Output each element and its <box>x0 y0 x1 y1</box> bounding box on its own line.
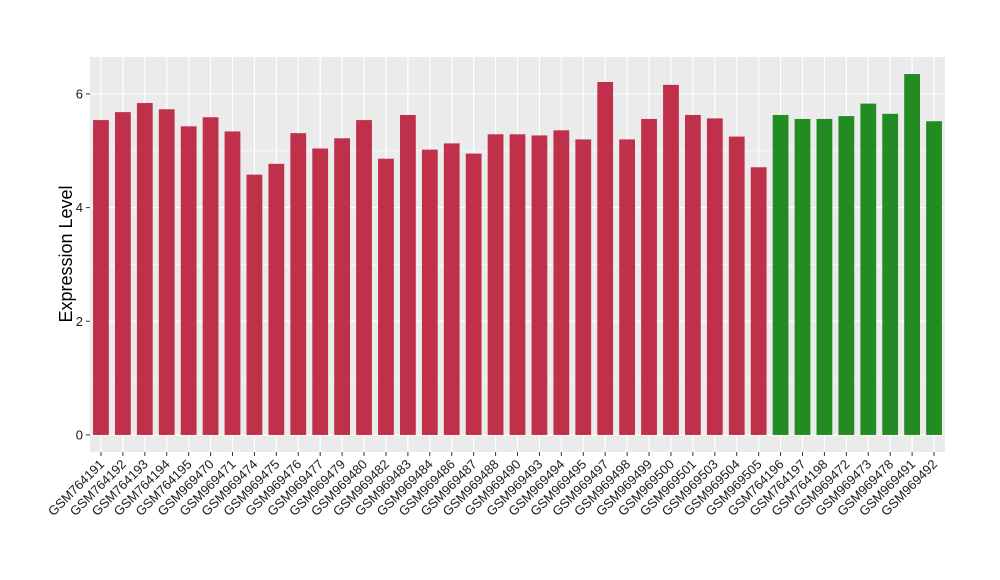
bar-GSM969472 <box>838 116 855 435</box>
bar-GSM969484 <box>421 149 438 435</box>
bar-GSM969480 <box>356 120 372 435</box>
bar-GSM969497 <box>597 82 614 435</box>
bar-GSM764194 <box>158 109 175 435</box>
bar-GSM969470 <box>202 117 219 435</box>
x-axis: GSM764191GSM764192GSM764193GSM764194GSM7… <box>45 452 940 519</box>
bar-GSM764196 <box>772 114 789 435</box>
bar-GSM969490 <box>509 134 526 435</box>
bar-GSM969476 <box>290 133 307 435</box>
bars <box>93 74 942 435</box>
bar-GSM764192 <box>114 112 131 435</box>
bar-GSM969503 <box>706 118 723 435</box>
bar-GSM764191 <box>93 120 109 435</box>
bar-GSM969492 <box>926 121 942 435</box>
bar-GSM969499 <box>641 118 657 435</box>
bar-GSM969474 <box>246 174 263 435</box>
bar-GSM969475 <box>268 163 285 435</box>
bar-GSM969491 <box>904 74 921 435</box>
y-tick-label: 4 <box>76 200 83 215</box>
bar-GSM969482 <box>378 158 394 435</box>
y-axis: 0 2 4 6 <box>76 86 90 442</box>
bar-GSM969500 <box>663 84 679 435</box>
bar-GSM764198 <box>816 118 833 435</box>
bar-GSM969505 <box>750 167 767 435</box>
y-tick-label: 0 <box>76 427 83 442</box>
bar-GSM969487 <box>465 153 482 435</box>
bar-GSM969477 <box>312 148 329 435</box>
bar-GSM969498 <box>619 139 636 435</box>
bar-GSM764195 <box>180 126 197 435</box>
bar-GSM969478 <box>882 113 899 435</box>
bar-GSM969473 <box>860 103 877 435</box>
y-axis-title: Expression Level <box>56 185 76 322</box>
bar-GSM969479 <box>334 138 351 435</box>
bar-GSM969488 <box>487 134 504 435</box>
bar-GSM764193 <box>136 103 153 435</box>
bar-GSM969483 <box>399 114 416 435</box>
bar-GSM969471 <box>224 131 241 435</box>
y-tick-label: 6 <box>76 86 83 101</box>
bar-GSM969486 <box>443 143 460 435</box>
y-tick-label: 2 <box>76 314 83 329</box>
bar-GSM969504 <box>728 136 745 435</box>
bar-GSM969493 <box>531 135 548 435</box>
bar-GSM969501 <box>684 114 701 435</box>
bar-GSM969495 <box>575 139 592 435</box>
bar-GSM969494 <box>553 130 570 435</box>
bar-GSM764197 <box>794 118 811 435</box>
